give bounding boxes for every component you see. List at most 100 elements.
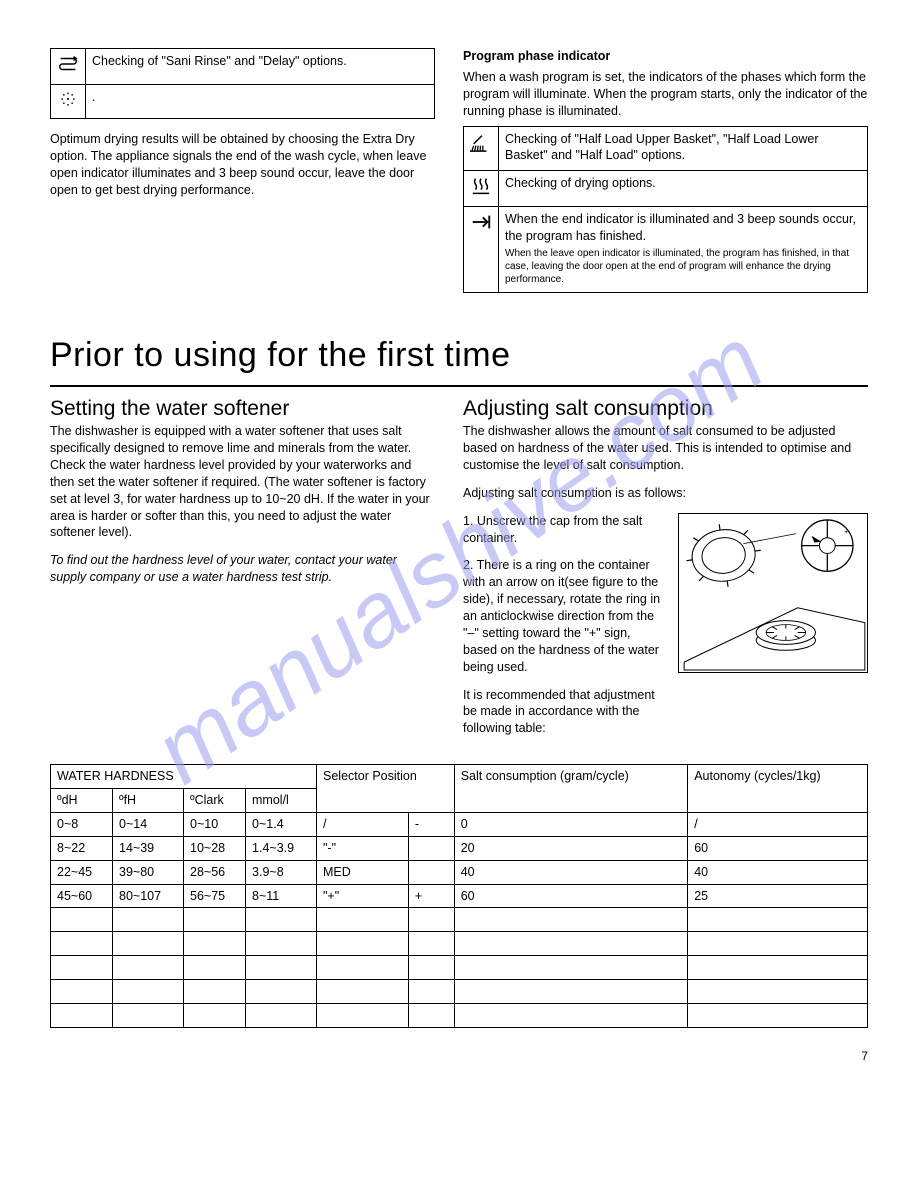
hardness-cell: 39~80 <box>113 860 184 884</box>
hardness-top-header: WATER HARDNESS <box>51 765 317 789</box>
hardness-cell <box>317 932 409 956</box>
hardness-cell: 28~56 <box>184 860 246 884</box>
hardness-cell <box>454 932 688 956</box>
hardness-cell: 80~107 <box>113 884 184 908</box>
hardness-cell <box>184 980 246 1004</box>
svg-text:+: + <box>844 528 848 535</box>
hardness-cell <box>246 956 317 980</box>
hardness-cell: 8~22 <box>51 836 113 860</box>
hardness-cell <box>51 908 113 932</box>
hardness-cell <box>246 980 317 1004</box>
softener-p1: The dishwasher is equipped with a water … <box>50 423 435 541</box>
leave-open-note: Optimum drying results will be obtained … <box>50 131 435 199</box>
hardness-cell <box>51 980 113 1004</box>
snowflake-label: . <box>86 85 435 119</box>
hardness-cell <box>246 908 317 932</box>
salt-p3: It is recommended that adjustment be mad… <box>463 687 668 738</box>
brush-text: Checking of "Half Load Upper Basket", "H… <box>499 126 868 171</box>
right-column: Program phase indicator When a wash prog… <box>463 48 868 293</box>
hardness-cell <box>688 1003 868 1027</box>
hardness-cell <box>408 908 454 932</box>
page-number: 7 <box>50 1048 868 1064</box>
hardness-cell <box>454 908 688 932</box>
hardness-cell <box>184 956 246 980</box>
hardness-cell: MED <box>317 860 409 884</box>
sani-label: Checking of "Sani Rinse" and "Delay" opt… <box>86 49 435 85</box>
sub-right-heading: Adjusting salt consumption <box>463 395 868 423</box>
hardness-cell: / <box>688 812 868 836</box>
softener-p2: To find out the hardness level of your w… <box>50 552 435 586</box>
left-column: Checking of "Sani Rinse" and "Delay" opt… <box>50 48 435 199</box>
hardness-cell: 0~1.4 <box>246 812 317 836</box>
steam-icon <box>464 171 499 207</box>
hardness-cell: 10~28 <box>184 836 246 860</box>
hardness-cell <box>113 1003 184 1027</box>
hardness-cell: 3.9~8 <box>246 860 317 884</box>
salt-li1: 1. Unscrew the cap from the salt contain… <box>463 513 668 547</box>
hardness-cell: 22~45 <box>51 860 113 884</box>
hardness-cell: - <box>408 812 454 836</box>
sub-left-heading: Setting the water softener <box>50 395 435 423</box>
hardness-cell: + <box>408 884 454 908</box>
hardness-cell <box>688 980 868 1004</box>
hardness-cell: / <box>317 812 409 836</box>
section-title: Prior to using for the first time <box>50 333 868 387</box>
hardness-cell: 60 <box>688 836 868 860</box>
hardness-cell: 45~60 <box>51 884 113 908</box>
hardness-cell <box>184 908 246 932</box>
phase-heading: Program phase indicator <box>463 49 610 63</box>
hardness-cell <box>408 1003 454 1027</box>
hardness-cell <box>317 980 409 1004</box>
end-icon <box>464 207 499 293</box>
hardness-cell <box>408 932 454 956</box>
hardness-cell <box>688 956 868 980</box>
hardness-cell: 25 <box>688 884 868 908</box>
hardness-cell: 1.4~3.9 <box>246 836 317 860</box>
hardness-cell <box>113 956 184 980</box>
hardness-cell: 56~75 <box>184 884 246 908</box>
hardness-cell <box>688 932 868 956</box>
hardness-cell <box>408 860 454 884</box>
salt-p2: Adjusting salt consumption is as follows… <box>463 485 868 502</box>
hardness-cell <box>184 1003 246 1027</box>
end-text: When the end indicator is illuminated an… <box>505 212 856 243</box>
hardness-cell <box>246 1003 317 1027</box>
end-note-small: When the leave open indicator is illumin… <box>505 247 861 286</box>
phase-body: When a wash program is set, the indicato… <box>463 69 868 120</box>
hardness-cell <box>113 932 184 956</box>
col-salt: Salt consumption (gram/cycle) <box>454 765 688 813</box>
hardness-cell <box>454 956 688 980</box>
hardness-cell: 14~39 <box>113 836 184 860</box>
options-mini-table: Checking of "Sani Rinse" and "Delay" opt… <box>50 48 435 119</box>
hardness-cell <box>408 836 454 860</box>
softener-block: The dishwasher is equipped with a water … <box>50 423 435 748</box>
hardness-cell: 0~10 <box>184 812 246 836</box>
hardness-cell <box>51 1003 113 1027</box>
hardness-cell: 40 <box>688 860 868 884</box>
hardness-cell <box>184 932 246 956</box>
snowflake-icon <box>51 85 86 119</box>
end-cell: When the end indicator is illuminated an… <box>499 207 868 293</box>
salt-dial-figure: + <box>678 513 868 673</box>
sani-icon <box>51 49 86 85</box>
hardness-cell <box>51 956 113 980</box>
h-fh: ºfH <box>113 789 184 813</box>
brush-icon <box>464 126 499 171</box>
h-dh: ºdH <box>51 789 113 813</box>
hardness-cell: 40 <box>454 860 688 884</box>
hardness-cell <box>688 908 868 932</box>
hardness-cell: "+" <box>317 884 409 908</box>
hardness-table: WATER HARDNESS Selector Position Salt co… <box>50 764 868 1028</box>
col-autonomy: Autonomy (cycles/1kg) <box>688 765 868 813</box>
hardness-cell: 60 <box>454 884 688 908</box>
h-mmol: mmol/l <box>246 789 317 813</box>
hardness-cell <box>317 1003 409 1027</box>
hardness-cell <box>454 1003 688 1027</box>
hardness-cell: 0~14 <box>113 812 184 836</box>
hardness-cell <box>454 980 688 1004</box>
hardness-cell: 0 <box>454 812 688 836</box>
hardness-cell <box>113 980 184 1004</box>
hardness-cell: "-" <box>317 836 409 860</box>
h-clark: ºClark <box>184 789 246 813</box>
steam-text: Checking of drying options. <box>499 171 868 207</box>
